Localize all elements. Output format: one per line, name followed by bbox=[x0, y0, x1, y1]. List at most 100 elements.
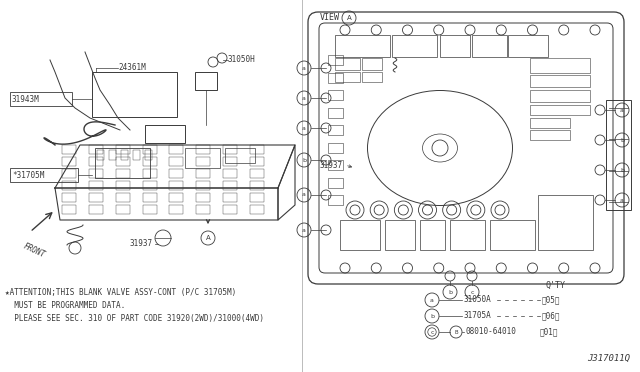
Bar bbox=[170, 169, 184, 178]
Text: J317011Q: J317011Q bbox=[587, 353, 630, 362]
Bar bbox=[62, 157, 76, 166]
Bar bbox=[328, 73, 343, 83]
Bar bbox=[530, 75, 590, 87]
Bar bbox=[223, 145, 237, 154]
Bar bbox=[89, 145, 103, 154]
Bar bbox=[250, 169, 264, 178]
Bar bbox=[538, 195, 593, 250]
Text: 々06〆: 々06〆 bbox=[542, 311, 561, 321]
Text: a: a bbox=[430, 298, 434, 302]
Bar bbox=[89, 169, 103, 178]
Bar bbox=[62, 169, 76, 178]
Text: A: A bbox=[347, 15, 351, 21]
Bar bbox=[143, 181, 157, 190]
Bar bbox=[362, 72, 382, 82]
Text: a: a bbox=[302, 192, 306, 198]
Text: *31705M: *31705M bbox=[12, 170, 44, 180]
Text: B: B bbox=[454, 330, 458, 334]
Bar bbox=[450, 220, 485, 250]
Bar bbox=[170, 157, 184, 166]
Text: 24361M: 24361M bbox=[118, 64, 146, 73]
Text: b: b bbox=[620, 167, 624, 173]
Text: ★ATTENTION;THIS BLANK VALVE ASSY-CONT (P/C 31705M): ★ATTENTION;THIS BLANK VALVE ASSY-CONT (P… bbox=[5, 289, 236, 298]
Bar bbox=[490, 220, 535, 250]
Text: a: a bbox=[620, 198, 624, 202]
Bar bbox=[170, 193, 184, 202]
Text: 31943M: 31943M bbox=[12, 96, 40, 105]
Bar bbox=[62, 205, 76, 214]
Bar bbox=[472, 35, 507, 57]
Bar bbox=[328, 142, 343, 153]
Text: a: a bbox=[302, 228, 306, 232]
Bar bbox=[195, 72, 217, 90]
Bar bbox=[196, 145, 211, 154]
Bar bbox=[362, 58, 382, 70]
Bar bbox=[92, 72, 177, 117]
Bar bbox=[196, 193, 211, 202]
Text: c: c bbox=[470, 289, 474, 295]
Text: a: a bbox=[620, 108, 624, 112]
Bar bbox=[89, 205, 103, 214]
Bar bbox=[530, 90, 590, 102]
Text: 31705A: 31705A bbox=[464, 311, 492, 321]
Bar bbox=[116, 205, 130, 214]
Text: 々01〆: 々01〆 bbox=[540, 327, 559, 337]
Bar bbox=[335, 35, 390, 57]
Bar bbox=[328, 55, 343, 65]
Bar bbox=[335, 58, 360, 70]
Bar bbox=[530, 118, 570, 128]
Text: 31937: 31937 bbox=[320, 160, 343, 170]
Bar bbox=[196, 181, 211, 190]
Text: b: b bbox=[430, 314, 434, 318]
Bar bbox=[508, 35, 548, 57]
Bar bbox=[143, 193, 157, 202]
Bar bbox=[335, 72, 360, 82]
Bar bbox=[116, 145, 130, 154]
Text: a: a bbox=[302, 65, 306, 71]
Bar bbox=[223, 169, 237, 178]
Bar bbox=[89, 193, 103, 202]
Text: 31050A: 31050A bbox=[464, 295, 492, 305]
Bar bbox=[143, 169, 157, 178]
Text: FRONT: FRONT bbox=[22, 242, 47, 260]
Bar bbox=[250, 205, 264, 214]
Bar bbox=[143, 205, 157, 214]
Bar bbox=[606, 100, 631, 210]
Bar bbox=[109, 150, 116, 160]
Bar bbox=[170, 205, 184, 214]
Bar bbox=[223, 205, 237, 214]
Bar bbox=[223, 193, 237, 202]
Text: b: b bbox=[448, 289, 452, 295]
Text: A: A bbox=[205, 235, 211, 241]
Text: 31937: 31937 bbox=[130, 240, 153, 248]
Bar bbox=[250, 181, 264, 190]
Bar bbox=[62, 193, 76, 202]
Text: 31050H: 31050H bbox=[228, 55, 256, 64]
Bar bbox=[10, 168, 78, 182]
Bar bbox=[185, 148, 220, 168]
Bar bbox=[143, 145, 157, 154]
Bar bbox=[392, 35, 437, 57]
Bar bbox=[328, 177, 343, 187]
Bar bbox=[116, 157, 130, 166]
Bar bbox=[340, 220, 380, 250]
Bar bbox=[530, 105, 590, 115]
Bar bbox=[95, 148, 150, 178]
Bar bbox=[116, 181, 130, 190]
Bar bbox=[196, 205, 211, 214]
Bar bbox=[145, 125, 185, 143]
Bar bbox=[62, 181, 76, 190]
Bar bbox=[328, 90, 343, 100]
Text: 08010-64010: 08010-64010 bbox=[465, 327, 516, 337]
Text: MUST BE PROGRAMMED DATA.: MUST BE PROGRAMMED DATA. bbox=[5, 301, 125, 311]
Text: VIEW: VIEW bbox=[320, 13, 340, 22]
Bar bbox=[328, 195, 343, 205]
Bar bbox=[143, 157, 157, 166]
Bar bbox=[250, 145, 264, 154]
Bar bbox=[97, 150, 104, 160]
Bar bbox=[530, 130, 570, 140]
Bar bbox=[328, 108, 343, 118]
Bar bbox=[328, 125, 343, 135]
Bar bbox=[223, 157, 237, 166]
Bar bbox=[225, 148, 255, 163]
